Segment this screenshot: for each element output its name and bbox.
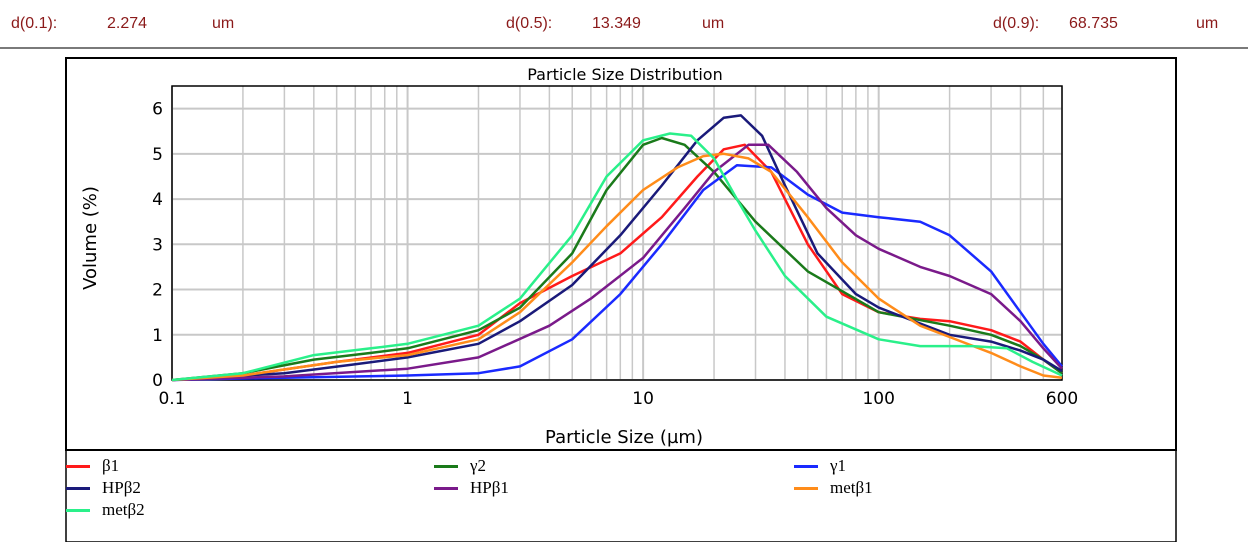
y-tick-label: 0 (152, 371, 163, 391)
x-tick-label: 10 (632, 389, 654, 409)
legend-swatch (434, 464, 458, 468)
legend-label: HPβ1 (470, 478, 509, 497)
series-line (171, 163, 1063, 382)
series-line (171, 136, 1063, 382)
plot-area (171, 85, 1063, 381)
d10-value: 2.274 (107, 15, 148, 32)
x-tick-label: 600 (1046, 389, 1078, 409)
legend-label: metβ2 (102, 500, 145, 519)
x-tick-label: 1 (402, 389, 413, 409)
y-tick-label: 2 (152, 281, 163, 301)
y-tick-label: 3 (152, 235, 163, 255)
y-axis-label: Volume (%) (80, 186, 101, 290)
legend-item: β1 (66, 455, 119, 477)
y-tick-label: 1 (152, 326, 163, 346)
chart-title: Particle Size Distribution (527, 65, 722, 84)
y-axis-ticks: 0 1 2 3 4 5 6 (152, 100, 163, 391)
y-tick-label: 6 (152, 100, 163, 120)
x-tick-label: 100 (862, 389, 894, 409)
legend-label: metβ1 (830, 478, 873, 497)
legend-item: γ1 (794, 455, 846, 477)
legend-swatch (66, 486, 90, 490)
d90-unit: um (1196, 15, 1219, 32)
legend-item: HPβ2 (66, 477, 141, 499)
x-axis-ticks: 0.1 1 10 100 600 (158, 389, 1078, 409)
legend-swatch (434, 486, 458, 490)
d90-label: d(0.9): (993, 15, 1040, 32)
header-divider (0, 47, 1248, 49)
d50-unit: um (702, 15, 725, 32)
legend-frame (65, 449, 1177, 542)
series-line (171, 132, 1063, 382)
legend-label: γ2 (470, 456, 487, 475)
y-tick-label: 5 (152, 145, 163, 165)
legend-swatch (794, 464, 818, 468)
d10-label: d(0.1): (11, 15, 58, 32)
series-lines (171, 114, 1063, 382)
x-tick-label: 0.1 (158, 389, 185, 409)
x-axis-label: Particle Size (µm) (545, 427, 703, 448)
legend-swatch (66, 464, 90, 468)
legend-label: HPβ2 (102, 478, 141, 497)
d10-unit: um (212, 15, 235, 32)
chart-grid (171, 86, 1063, 381)
d90-value: 68.735 (1069, 15, 1118, 32)
legend-item: γ2 (434, 455, 486, 477)
series-line (171, 152, 1063, 382)
legend-swatch (794, 486, 818, 490)
legend-item: HPβ1 (434, 477, 509, 499)
series-line (171, 114, 1063, 382)
d50-value: 13.349 (592, 15, 641, 32)
legend-label: β1 (102, 456, 120, 475)
d50-label: d(0.5): (506, 15, 553, 32)
legend-label: γ1 (830, 456, 847, 475)
statistics-bar: d(0.1): 2.274 um d(0.5): 13.349 um d(0.9… (0, 0, 1248, 48)
legend-item: metβ2 (66, 499, 145, 521)
legend-swatch (66, 508, 90, 512)
series-line (171, 143, 1063, 382)
series-line (171, 143, 1063, 382)
y-tick-label: 4 (152, 190, 163, 210)
chart-legend: β1 γ2 γ1 HPβ2 HPβ1 metβ1 metβ2 (66, 452, 1176, 542)
legend-item: metβ1 (794, 477, 873, 499)
